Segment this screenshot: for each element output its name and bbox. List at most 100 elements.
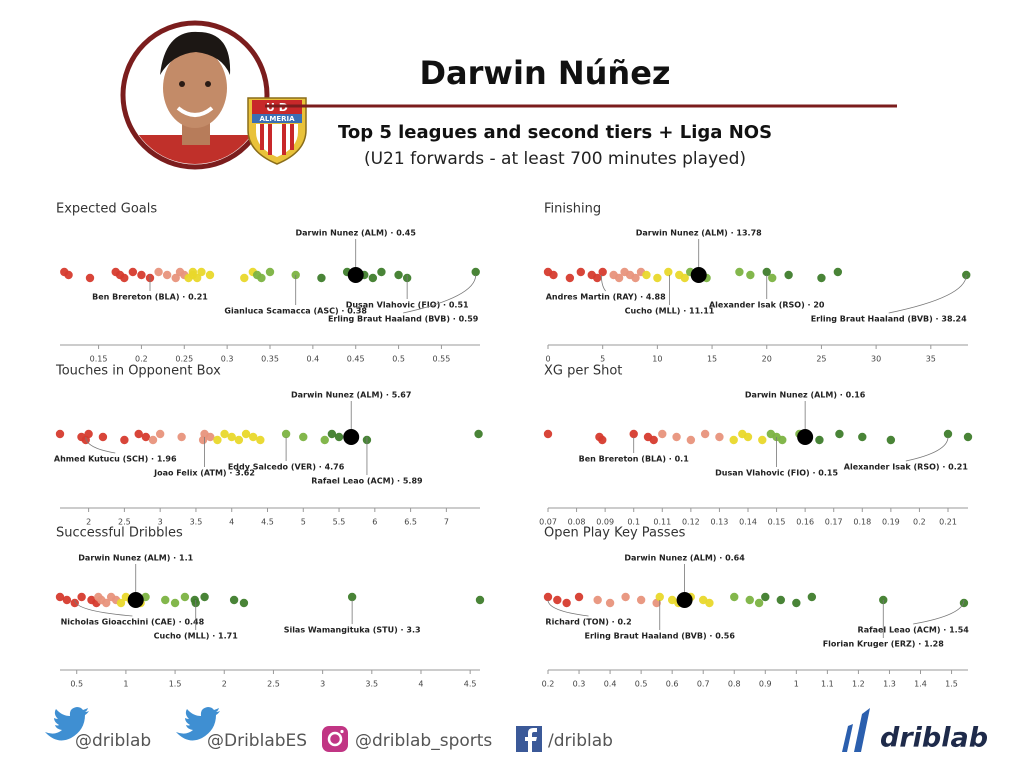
- brand-name: driblab: [880, 723, 988, 754]
- data-dot: [593, 273, 602, 283]
- annotation-label: Erling Braut Haaland (BVB) · 38.24: [811, 315, 967, 324]
- data-dot: [700, 429, 710, 439]
- data-dot: [162, 270, 172, 280]
- data-dot: [347, 592, 357, 602]
- data-dot: [256, 435, 265, 445]
- social-link[interactable]: /driblab: [548, 731, 613, 751]
- annotation-label: Dusan Vlahovic (FIO) · 0.51: [346, 301, 469, 310]
- data-dot: [636, 595, 646, 605]
- x-tick-label: 6: [372, 518, 377, 527]
- data-dot: [213, 435, 222, 445]
- social-link[interactable]: @driblab: [75, 731, 151, 751]
- data-dot: [776, 595, 786, 605]
- data-dot: [715, 432, 724, 442]
- player-portrait: [120, 20, 270, 170]
- highlight-dot: [797, 429, 814, 445]
- data-dot: [746, 270, 755, 280]
- data-dot: [177, 432, 186, 442]
- data-dot: [62, 595, 72, 605]
- highlight-dot: [127, 592, 144, 608]
- data-dot: [754, 598, 764, 608]
- data-dot: [227, 432, 236, 442]
- data-dot: [98, 432, 108, 442]
- data-dot: [605, 598, 615, 608]
- annotation-label: Darwin Nunez (ALM) · 13.78: [636, 229, 762, 238]
- x-tick-label: 0.16: [796, 518, 814, 527]
- x-tick-label: 0.11: [653, 518, 671, 527]
- data-dot: [320, 435, 329, 445]
- x-tick-label: 25: [816, 355, 826, 364]
- data-dot: [649, 435, 658, 445]
- x-tick-label: 1.1: [821, 680, 834, 689]
- x-tick-label: 3: [320, 680, 325, 689]
- x-tick-label: 0.19: [882, 518, 900, 527]
- subtitle-note: (U21 forwards - at least 700 minutes pla…: [364, 149, 746, 169]
- social-link[interactable]: @driblab_sports: [355, 731, 492, 751]
- data-dot: [102, 598, 111, 608]
- annotation-label: Darwin Nunez (ALM) · 0.16: [745, 391, 866, 400]
- data-dot: [55, 429, 65, 439]
- x-tick-label: 15: [707, 355, 717, 364]
- data-dot: [817, 273, 826, 283]
- annotation-connector: [74, 599, 133, 617]
- x-tick-label: 0.17: [825, 518, 843, 527]
- data-dot: [161, 595, 170, 605]
- x-tick-label: 0.14: [739, 518, 757, 527]
- annotation-label: Dusan Vlahovic (FIO) · 0.15: [715, 469, 838, 478]
- annotation-label: Darwin Nunez (ALM) · 5.67: [291, 391, 411, 400]
- annotation-label: Gianluca Scamacca (ASC) · 0.38: [224, 307, 367, 316]
- data-dot: [137, 270, 146, 280]
- data-dot: [672, 432, 681, 442]
- data-dot: [807, 592, 817, 602]
- data-dot: [562, 598, 571, 608]
- data-dot: [745, 595, 754, 605]
- x-tick-label: 0.2: [135, 355, 148, 364]
- data-dot: [664, 267, 673, 277]
- annotation-label: Darwin Nunez (ALM) · 0.64: [624, 554, 745, 563]
- strip-chart: Touches in Opponent Box 2 2.5 3 3.5 4 4.5 5 5.5 6…: [54, 364, 483, 527]
- chart-title: Finishing: [544, 202, 601, 217]
- data-dot: [699, 595, 708, 605]
- data-dot: [128, 267, 138, 277]
- data-dot: [815, 435, 824, 445]
- chart-title: Expected Goals: [56, 202, 157, 217]
- data-dot: [621, 592, 630, 602]
- annotation-connector: [547, 599, 589, 617]
- x-tick-label: 0.08: [568, 518, 586, 527]
- x-tick-label: 3.5: [365, 680, 378, 689]
- data-dot: [735, 267, 744, 277]
- annotation-label: Ben Brereton (BLA) · 0.1: [579, 455, 690, 464]
- data-dot: [192, 273, 202, 283]
- footer: @driblab @DriblabES @driblab_sports /dri…: [45, 707, 988, 754]
- data-dot: [963, 432, 973, 442]
- data-dot: [70, 598, 79, 608]
- annotation-label: Cucho (MLL) · 1.71: [154, 632, 239, 641]
- data-dot: [543, 592, 553, 602]
- x-tick-label: 0.9: [759, 680, 772, 689]
- data-dot: [368, 273, 378, 283]
- annotation-label: Ben Brereton (BLA) · 0.21: [92, 293, 208, 302]
- data-dot: [658, 429, 667, 439]
- brand-logo: [842, 708, 870, 752]
- data-dot: [574, 592, 584, 602]
- x-tick-label: 5: [301, 518, 306, 527]
- data-dot: [549, 270, 558, 280]
- x-tick-label: 1: [794, 680, 799, 689]
- social-link[interactable]: @DriblabES: [207, 731, 307, 751]
- data-dot: [206, 432, 215, 442]
- annotation-label: Andres Martin (RAY) · 4.88: [546, 293, 666, 302]
- data-dot: [833, 267, 843, 277]
- strip-chart: Open Play Key Passes 0.2 0.3 0.4 0.5 0.6 0.7 0.…: [542, 526, 970, 689]
- strip-chart: XG per Shot 0.07 0.08 0.09 0.1 0.11 0.12 0.13 0.…: [539, 364, 973, 527]
- data-dot: [886, 435, 896, 445]
- data-dot: [631, 273, 640, 283]
- x-tick-label: 0.13: [711, 518, 729, 527]
- x-tick-label: 0.5: [392, 355, 405, 364]
- x-tick-label: 2.5: [267, 680, 280, 689]
- data-dot: [134, 429, 143, 439]
- x-tick-label: 0.45: [347, 355, 365, 364]
- data-dot: [943, 429, 953, 439]
- x-tick-label: 0.2: [542, 680, 555, 689]
